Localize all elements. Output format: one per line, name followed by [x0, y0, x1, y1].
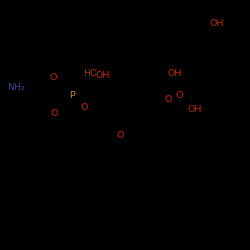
Text: P: P	[69, 90, 75, 100]
Text: OH: OH	[168, 70, 182, 78]
Text: OH: OH	[188, 106, 202, 114]
Text: O: O	[176, 91, 183, 100]
Text: OH: OH	[209, 18, 224, 28]
Text: O: O	[50, 110, 58, 118]
Text: O: O	[116, 132, 124, 140]
Text: OH: OH	[96, 72, 110, 80]
Text: O: O	[49, 72, 57, 82]
Text: HO: HO	[84, 70, 98, 78]
Text: NH₂: NH₂	[7, 84, 25, 92]
Text: O: O	[164, 96, 172, 104]
Text: O: O	[80, 104, 88, 112]
